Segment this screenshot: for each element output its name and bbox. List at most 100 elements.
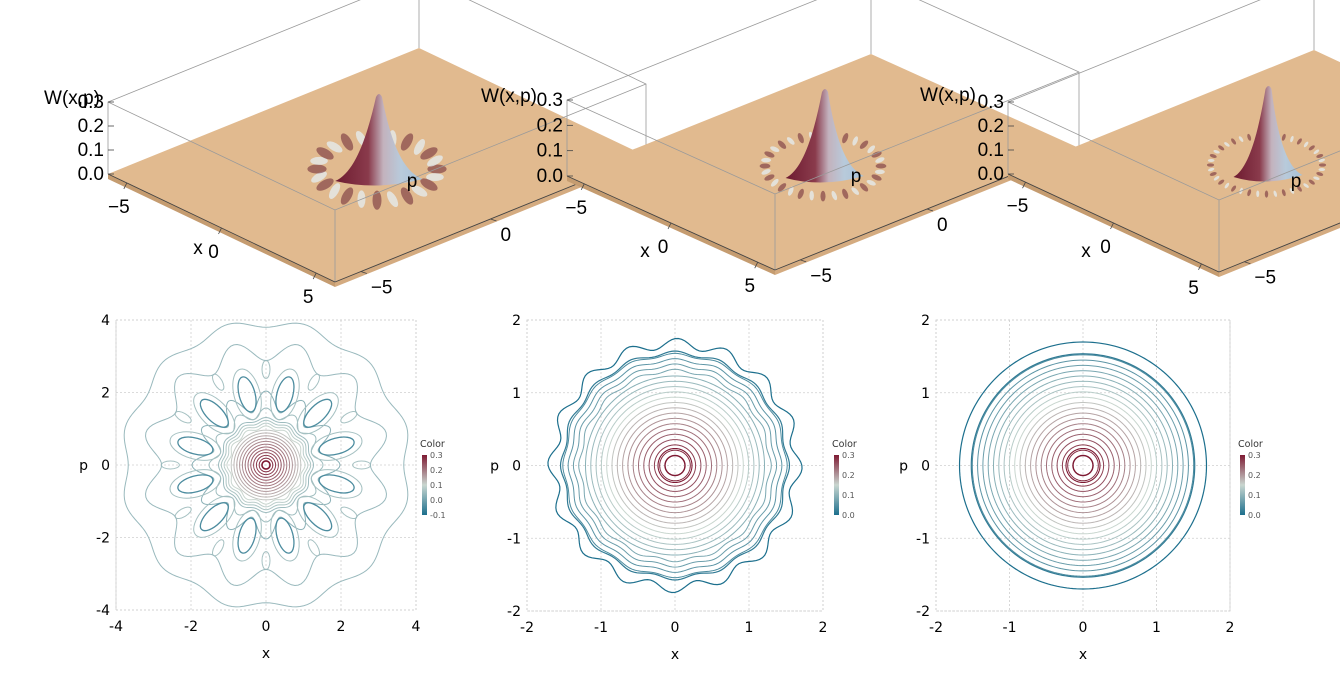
x-axis-label: x — [1081, 241, 1091, 262]
ripple-crest — [1273, 190, 1278, 197]
ripple-crest — [1313, 149, 1320, 155]
contour-line — [239, 438, 293, 492]
contour-line — [958, 341, 1208, 590]
z-tick-label: 0.3 — [537, 90, 563, 111]
p-axis-label: p — [407, 171, 418, 192]
contour-lobe-inner — [177, 474, 214, 494]
ripple-crest — [1213, 150, 1220, 154]
contour-line — [982, 364, 1184, 567]
legend-tick: 0.0 — [842, 511, 855, 520]
ripple-dip — [420, 178, 438, 191]
ripple-dip — [764, 174, 775, 181]
ripple-crest — [1289, 188, 1295, 194]
ripple-dip — [1209, 172, 1217, 176]
ripple-dip — [871, 151, 882, 158]
z-tick-label: 0.0 — [78, 164, 104, 185]
ripple-crest — [386, 191, 399, 208]
ripple-crest — [770, 178, 779, 187]
legend-title: Color — [832, 439, 857, 450]
z-tick-label: 0.2 — [78, 116, 104, 137]
contour-line — [562, 352, 788, 579]
legend-tick: 0.3 — [1248, 451, 1261, 460]
ripple-dip — [1206, 163, 1215, 167]
plane-edge-front — [1008, 174, 1219, 277]
contour-line — [998, 380, 1168, 551]
z-tick-label: 0.2 — [537, 115, 563, 136]
contour-line — [247, 446, 285, 484]
contour-line — [1072, 454, 1094, 477]
ripple-crest — [875, 157, 885, 163]
contour-line — [971, 354, 1195, 577]
z-tick-label: 0.2 — [978, 116, 1004, 137]
central-peak — [1233, 86, 1303, 182]
contour-line — [987, 370, 1179, 561]
ripple-crest — [761, 169, 771, 175]
ripple-crest — [427, 155, 443, 167]
ripple-dip — [797, 133, 804, 144]
p-tick-label: 0 — [937, 215, 948, 236]
contour-line — [1061, 444, 1105, 487]
ripple-dip — [316, 147, 334, 160]
x-tick-mark — [123, 182, 128, 190]
ripple-dip — [420, 147, 438, 160]
box-back-edge — [107, 0, 420, 174]
plane-edge-front — [567, 176, 775, 275]
ripple-crest — [1213, 175, 1220, 181]
contour-line — [244, 443, 288, 487]
contour-line — [572, 363, 778, 568]
y-tick-label: 0 — [512, 459, 521, 475]
ripple-crest — [1313, 176, 1320, 180]
contour-line — [1030, 412, 1136, 519]
x-tick-label: 5 — [1188, 278, 1199, 299]
x-tick-mark — [667, 222, 672, 230]
contour-line — [578, 368, 772, 563]
contour-line — [208, 407, 324, 523]
contour-lobe-inner — [275, 517, 295, 554]
ripple-crest — [851, 187, 860, 195]
ripple-dip — [1247, 133, 1252, 141]
ripple-dip — [1308, 145, 1315, 151]
ripple-crest — [1256, 190, 1260, 198]
z-tick-label: 0.0 — [537, 166, 563, 187]
ripple-dip — [759, 163, 771, 169]
y-tick-label: 1 — [921, 386, 930, 402]
contour-line — [1051, 433, 1115, 498]
x-tick-label: -1 — [1003, 620, 1017, 636]
ripple-crest — [1238, 136, 1244, 142]
contour-line — [226, 425, 306, 505]
z-axis-label: W(x,p) — [920, 85, 976, 106]
y-tick-label: 2 — [921, 313, 930, 329]
y-tick-label: -2 — [96, 531, 110, 547]
contour-lobe-inner — [177, 436, 214, 456]
contour-lobe-outer — [193, 392, 236, 435]
y-tick-label: 2 — [512, 313, 521, 329]
x-tick-mark — [1022, 181, 1026, 189]
contour-line — [632, 423, 718, 508]
contour-line — [600, 391, 750, 540]
x-tick-label: -2 — [929, 620, 943, 636]
y-tick-label: 0 — [921, 459, 930, 475]
x-tick-mark — [580, 183, 585, 190]
x-tick-label: 0 — [208, 242, 219, 263]
y-tick-label: -4 — [96, 603, 110, 619]
y-axis-label: p — [899, 459, 908, 475]
contour-lobe-outer — [169, 469, 222, 499]
y-tick-label: 1 — [512, 386, 521, 402]
p-tick-label: 0 — [501, 225, 512, 246]
x-tick-label: 1 — [745, 620, 754, 636]
ripple-crest — [1208, 167, 1215, 172]
contour-line — [1035, 417, 1131, 514]
x-tick-label: 1 — [1152, 620, 1161, 636]
x-tick-label: 0 — [1079, 620, 1088, 636]
contour-lobe-outer — [232, 509, 262, 562]
contour-line — [657, 447, 693, 484]
contour-line — [584, 375, 766, 556]
ripple-crest — [852, 136, 859, 146]
contour-line — [659, 449, 691, 482]
ripple-dip — [340, 187, 354, 205]
contour-lobe-outer — [310, 431, 363, 461]
ripple-crest — [426, 173, 444, 182]
legend-title: Color — [1238, 439, 1263, 450]
ripple-dip — [777, 183, 787, 192]
p-tick-label: −5 — [1254, 268, 1276, 289]
